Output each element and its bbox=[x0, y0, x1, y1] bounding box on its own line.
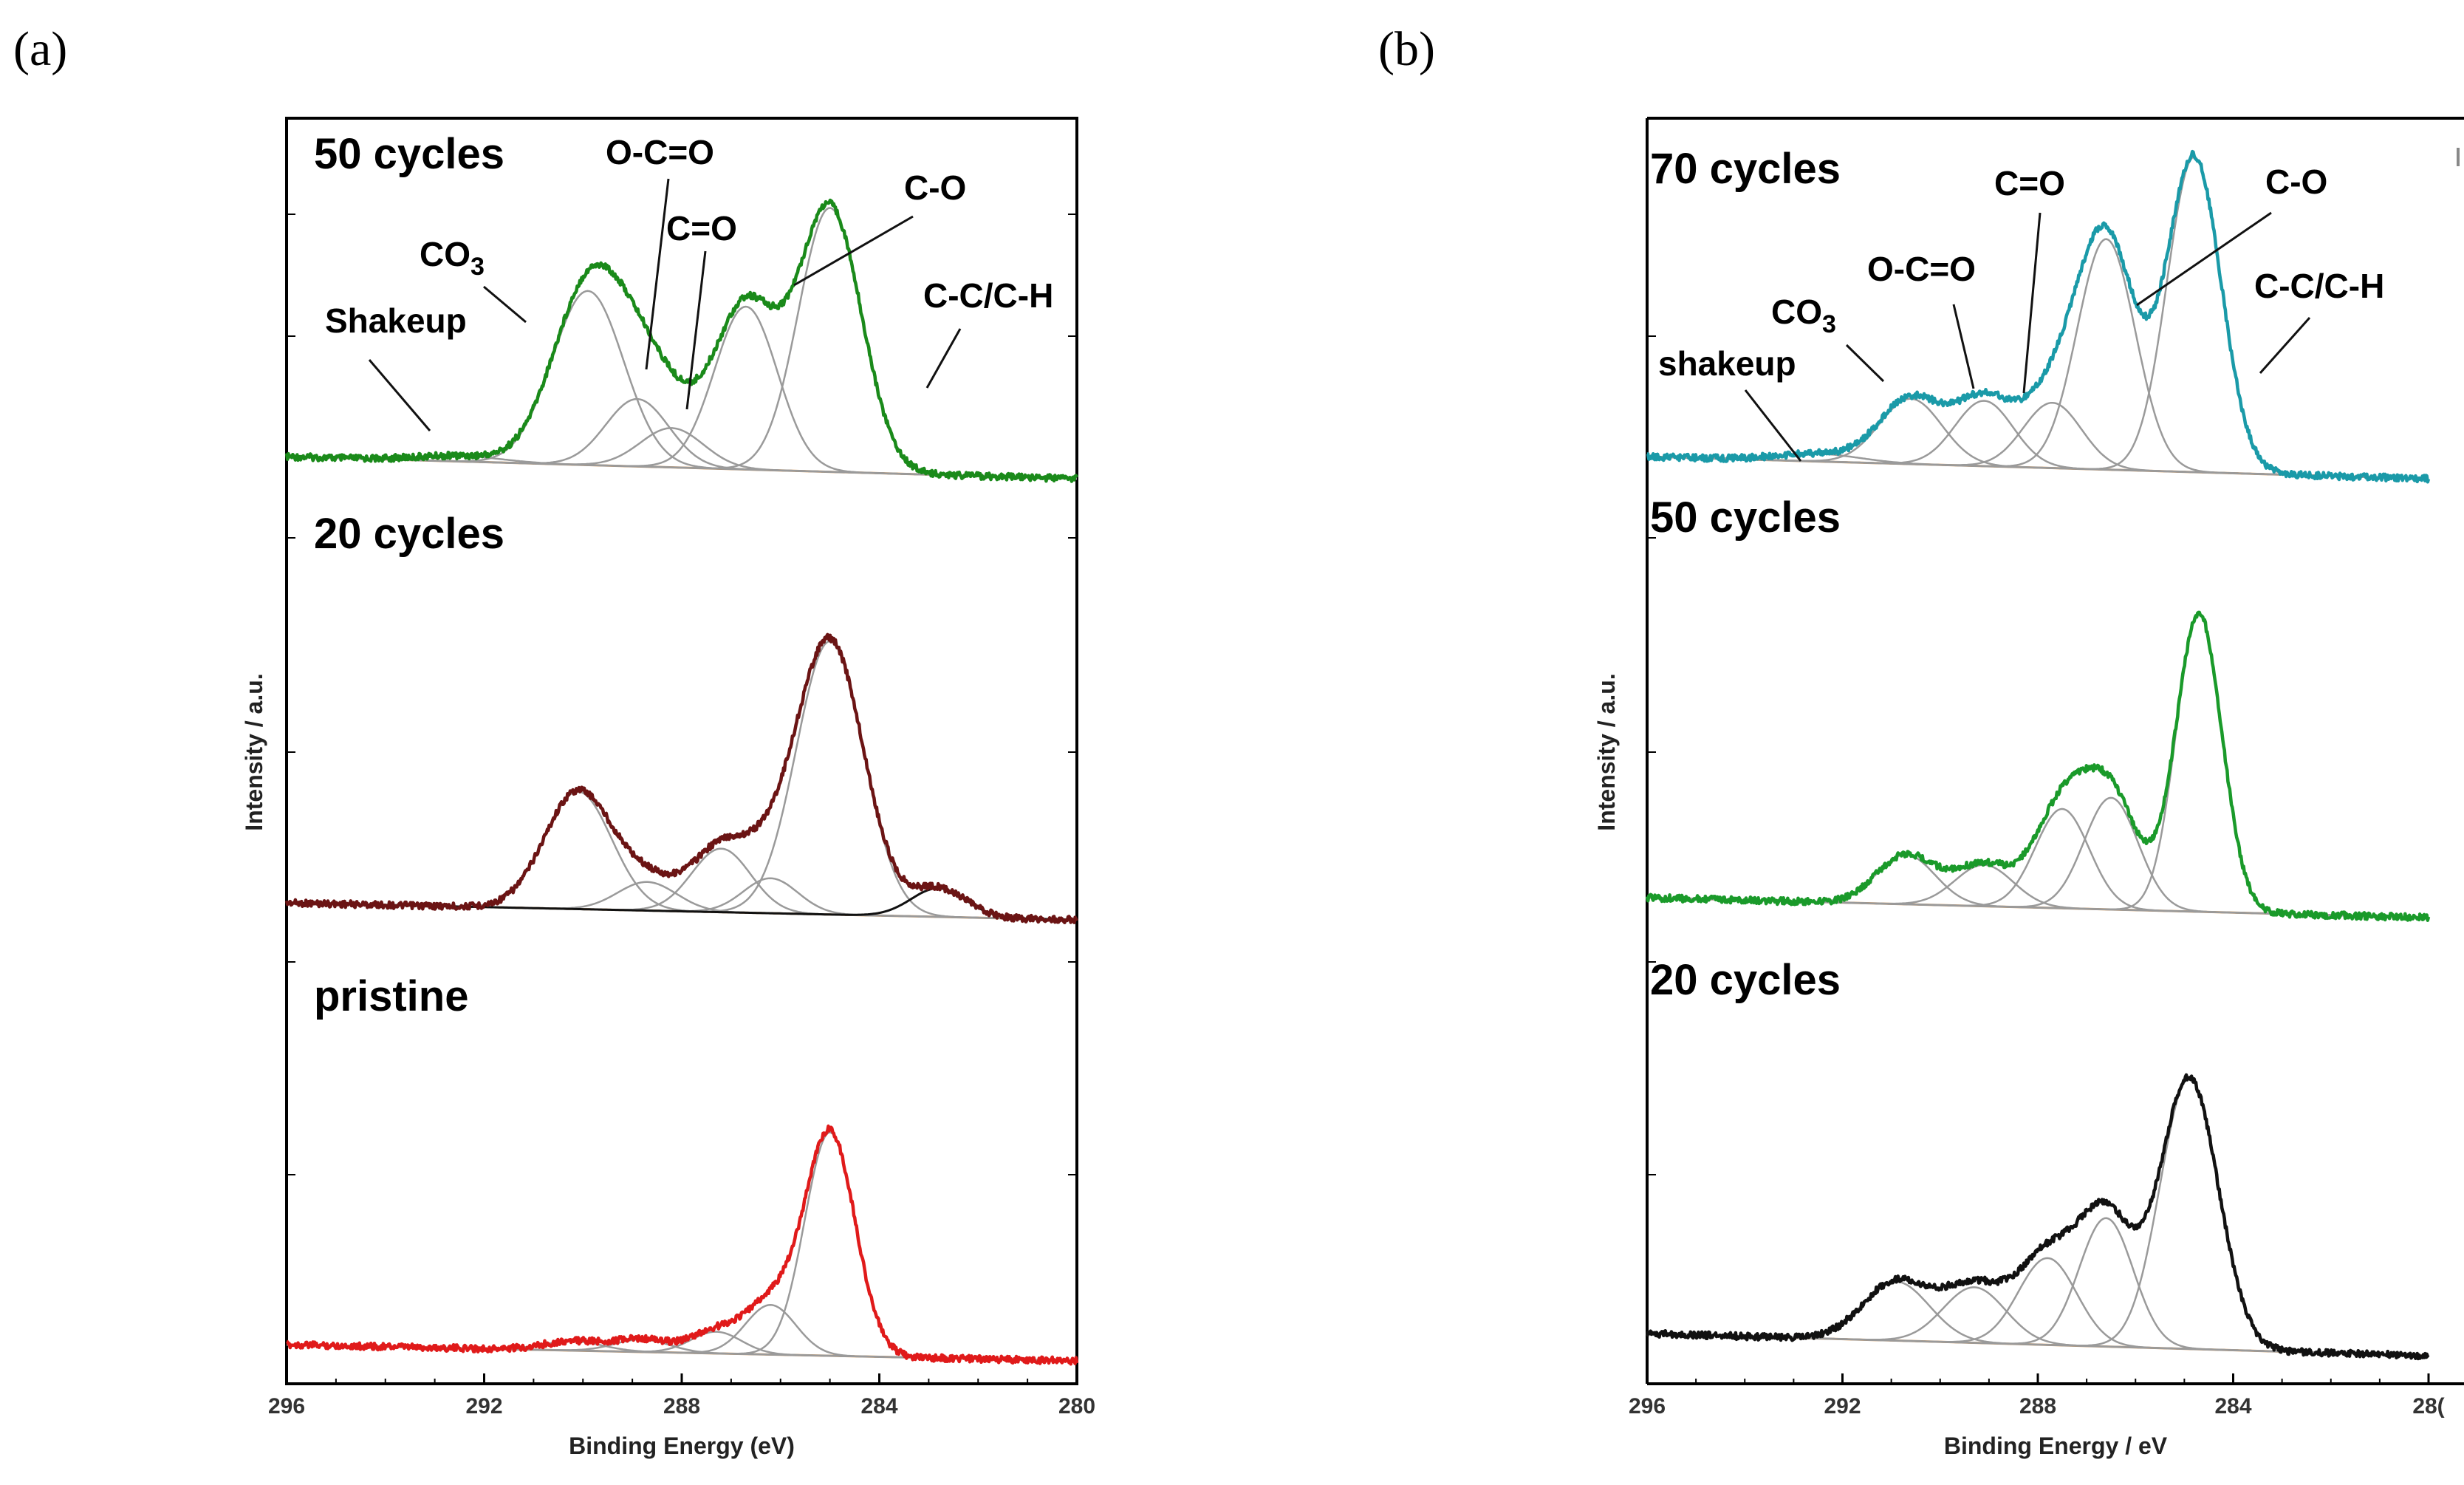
panel-a: (a) 296 292 288 284 280 50 cycles 20 cycles … bbox=[13, 22, 1095, 1459]
x-tick-label: 288 bbox=[2019, 1394, 2056, 1419]
peak-label-ocoo: O-C=O bbox=[606, 133, 714, 171]
panel-a-x-ticks: 296 292 288 284 280 bbox=[268, 1373, 1095, 1419]
leader-line-co3 bbox=[483, 285, 527, 324]
component-peak-c-c-c-h bbox=[286, 640, 1078, 921]
peak-label-c-o: C-O bbox=[904, 168, 966, 207]
panel-a-traces bbox=[284, 198, 1079, 1366]
x-tick-label: 28( bbox=[2412, 1394, 2444, 1419]
leader-line-shakeup bbox=[368, 359, 431, 431]
x-tick-label: 280 bbox=[1058, 1394, 1095, 1419]
envelope-pristine bbox=[285, 1124, 1079, 1366]
panel-b-x-ticks: 296 292 288 284 28( bbox=[1629, 1373, 2445, 1419]
leader-line-c-o bbox=[793, 215, 914, 287]
peak-label-co3-b: CO3 bbox=[1771, 293, 1836, 338]
peak-label-co3-main: CO3 bbox=[420, 235, 485, 281]
leader-line-co-double bbox=[685, 250, 707, 410]
panel-a-y-axis-title: Intensity / a.u. bbox=[241, 673, 267, 830]
series-50-cycles bbox=[284, 198, 1078, 483]
trace-label-20-cycles: 20 cycles bbox=[314, 510, 504, 558]
leader-line-co-double-b bbox=[2022, 212, 2042, 394]
envelope-50-cycles bbox=[284, 198, 1078, 483]
x-tick-label: 292 bbox=[465, 1394, 502, 1419]
envelope-20-cycles bbox=[284, 632, 1078, 925]
panel-b-y-ticks bbox=[1647, 335, 1656, 1175]
leader-line-co3-b bbox=[1845, 344, 1885, 383]
leader-line-cc-ch bbox=[925, 328, 962, 389]
peak-label-cc-ch: C-C/C-H bbox=[923, 276, 1053, 315]
panel-a-leader-lines bbox=[368, 178, 962, 431]
series-20-cycles bbox=[284, 632, 1078, 925]
peak-label-shakeup-b: shakeup bbox=[1658, 344, 1796, 383]
panel-b-label: (b) bbox=[1378, 22, 1435, 76]
series-70-cycles bbox=[1646, 149, 2431, 484]
leader-line-shakeup-b bbox=[1744, 389, 1802, 462]
peak-label-ocoo-b: O-C=O bbox=[1867, 250, 1976, 288]
x-tick-label: 296 bbox=[268, 1394, 305, 1419]
panel-a-y-ticks bbox=[287, 214, 1077, 1175]
panel-a-label: (a) bbox=[13, 22, 67, 76]
x-tick-label: 292 bbox=[1824, 1394, 1861, 1419]
component-peak-c-c-c-h bbox=[286, 207, 1078, 480]
series-50-cycles bbox=[1645, 610, 2431, 922]
panel-b-leader-lines bbox=[1744, 211, 2311, 462]
panel-b-traces bbox=[1645, 149, 2431, 1361]
trace-label-20-cycles-b: 20 cycles bbox=[1650, 956, 1841, 1004]
panel-b: (b) 296 292 288 284 28( 70 cycles 50 cycles … bbox=[1378, 22, 2464, 1459]
component-peak-c-c-c-h bbox=[1646, 612, 2429, 919]
x-tick-label: 284 bbox=[860, 1394, 897, 1419]
leader-line-cc-ch-b bbox=[2259, 317, 2311, 374]
leader-line-c-o-b bbox=[2136, 211, 2272, 307]
peak-label-co-double-b: C=O bbox=[1994, 164, 2065, 202]
envelope-20-cycles bbox=[1645, 1073, 2430, 1361]
peak-label-co3: CO3 bbox=[420, 235, 485, 281]
component-peak-c-c-c-h bbox=[286, 1131, 1078, 1362]
peak-label-c-o-b: C-O bbox=[2265, 163, 2327, 201]
leader-line-ocoo bbox=[645, 178, 670, 370]
panel-b-x-axis-title: Binding Energy / eV bbox=[1944, 1433, 2168, 1459]
trace-label-70-cycles: 70 cycles bbox=[1650, 145, 1841, 193]
envelope-50-cycles bbox=[1645, 610, 2431, 922]
peak-label-shakeup: Shakeup bbox=[325, 301, 467, 340]
x-tick-label: 288 bbox=[663, 1394, 700, 1419]
peak-label-co-double: C=O bbox=[666, 209, 737, 248]
component-peak-o-c-o bbox=[1646, 864, 2429, 919]
x-tick-label: 296 bbox=[1629, 1394, 1666, 1419]
component-peak-c-o bbox=[286, 847, 1078, 921]
series-20-cycles bbox=[1645, 1073, 2430, 1361]
leader-line-ocoo-b bbox=[1952, 304, 1975, 389]
envelope-70-cycles bbox=[1646, 149, 2431, 484]
component-peak-c-c-c-h bbox=[1646, 1077, 2429, 1357]
panel-b-y-axis-title: Intensity / a.u. bbox=[1593, 673, 1620, 830]
panel-a-x-axis-title: Binding Energy (eV) bbox=[569, 1433, 795, 1459]
x-tick-label: 284 bbox=[2214, 1394, 2251, 1419]
series-pristine bbox=[285, 1124, 1079, 1366]
trace-label-pristine: pristine bbox=[314, 972, 469, 1020]
peak-label-cc-ch-b: C-C/C-H bbox=[2254, 267, 2384, 305]
trace-label-50-cycles: 50 cycles bbox=[314, 130, 504, 178]
component-peak-c-c-c-h bbox=[1646, 156, 2429, 480]
component-peak-c-o bbox=[1646, 1257, 2429, 1357]
trace-label-50-cycles-b: 50 cycles bbox=[1650, 494, 1841, 542]
